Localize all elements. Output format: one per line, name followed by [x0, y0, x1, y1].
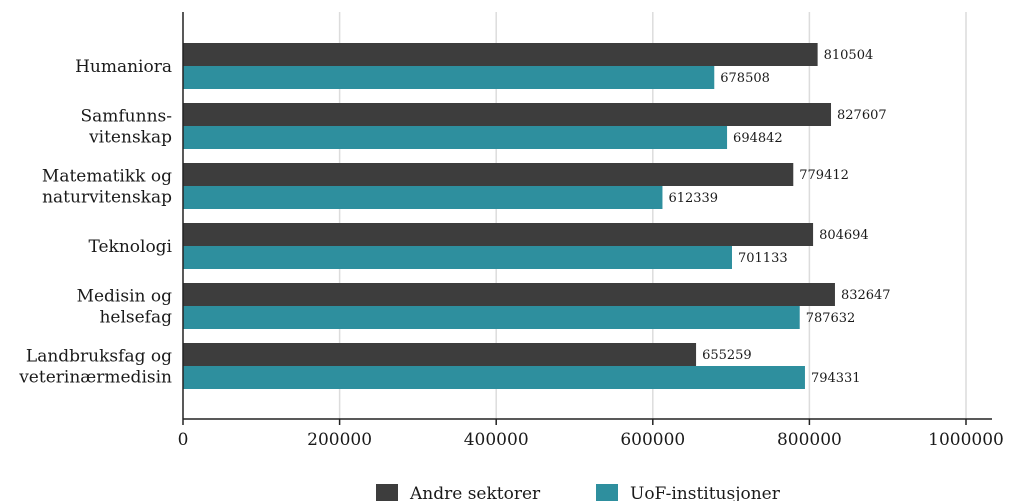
bar-uof-institusjoner: [183, 366, 805, 389]
x-tick-label: 1000000: [928, 430, 1004, 450]
data-label: 794331: [811, 371, 861, 386]
bar-uof-institusjoner: [183, 186, 663, 209]
bar-uof-institusjoner: [183, 126, 728, 149]
data-label: 810504: [824, 48, 874, 63]
bar-andre-sektorer: [183, 343, 697, 366]
category-label: Landbruksfag og veterinærmedisin: [18, 347, 172, 388]
bar-andre-sektorer: [183, 223, 814, 246]
bar-uof-institusjoner: [183, 246, 732, 269]
bar-andre-sektorer: [183, 163, 794, 186]
category-label: Medisin og helsefag: [77, 287, 173, 328]
data-label: 694842: [733, 131, 783, 146]
bar-andre-sektorer: [183, 103, 832, 126]
data-label: 655259: [702, 348, 752, 363]
bar-andre-sektorer: [183, 283, 835, 306]
category-label: Samfunns-vitenskap: [80, 107, 172, 148]
data-label: 678508: [720, 71, 770, 86]
bars: [183, 43, 835, 389]
category-labels: Humaniora Samfunns-vitenskap Matematikk og…: [18, 57, 172, 388]
legend: Andre sektorer UoF-institusjoner: [376, 484, 781, 501]
data-label: 804694: [819, 228, 869, 243]
data-label: 832647: [841, 288, 891, 303]
data-label: 827607: [837, 108, 887, 123]
x-tick-label: 0: [178, 430, 189, 450]
category-label: Humaniora: [75, 57, 172, 77]
x-tick-label: 200000: [307, 430, 372, 450]
data-label: 612339: [668, 191, 718, 206]
legend-swatch: [376, 484, 398, 501]
data-label: 779412: [799, 168, 849, 183]
legend-label: Andre sektorer: [409, 484, 541, 501]
axes: [182, 12, 992, 425]
data-labels: 810504 678508 827607 694842 779412 612339 8046…: [668, 48, 890, 386]
category-label: Teknologi: [88, 237, 172, 257]
data-label: 787632: [806, 311, 856, 326]
x-tick-labels: 0 200000 400000 600000 800000 1000000: [178, 430, 1004, 450]
x-tick-label: 800000: [777, 430, 842, 450]
legend-swatch: [596, 484, 618, 501]
bar-uof-institusjoner: [183, 66, 715, 89]
data-label: 701133: [738, 251, 788, 266]
category-label: Matematikk og naturvitenskap: [42, 167, 172, 208]
bar-uof-institusjoner: [183, 306, 800, 329]
x-tick-label: 600000: [620, 430, 685, 450]
x-tick-label: 400000: [464, 430, 529, 450]
bar-andre-sektorer: [183, 43, 818, 66]
legend-label: UoF-institusjoner: [630, 484, 781, 501]
